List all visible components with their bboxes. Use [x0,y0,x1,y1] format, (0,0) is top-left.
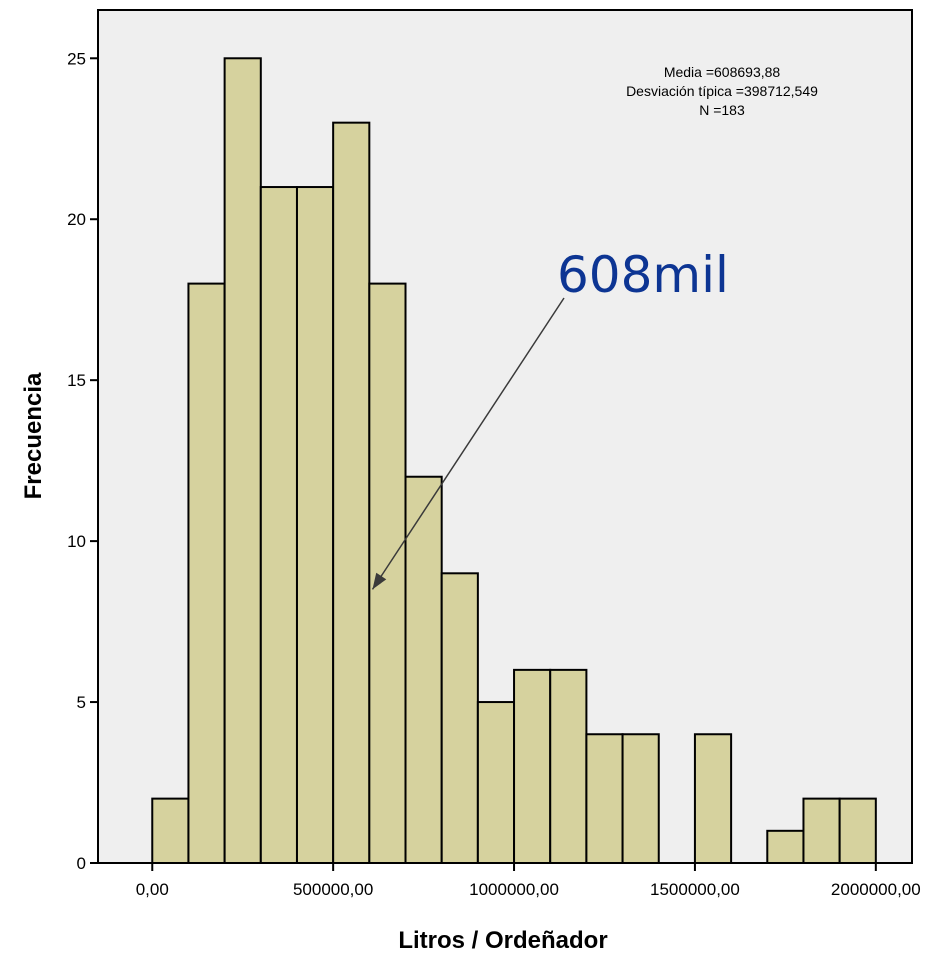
histogram-bar [259,186,298,865]
stats-line-std: Desviación típica =398712,549 [626,83,818,99]
histogram-bar [693,733,733,865]
stats-line-n: N =183 [699,102,745,118]
histogram-bar [332,121,371,864]
histogram-bar [368,282,407,864]
annotation-arrowhead [372,572,387,590]
histogram-bar [476,701,516,864]
y-tick-label: 5 [77,693,86,712]
y-axis-title: Frecuencia [20,372,47,499]
histogram-bar [621,733,660,865]
axes-group: 0 5 10 15 20 25 0,00 500000,00 1000000,00 1500000… [67,10,921,899]
x-axis-title: Litros / Ordeñador [398,927,607,953]
annotation: 608mil [371,246,729,590]
histogram-bar [585,733,624,865]
x-tick-label: 0,00 [136,880,169,899]
x-tick-label: 2000000,00 [831,880,921,899]
x-tick-label: 500000,00 [293,880,373,899]
x-tick-label: 1500000,00 [650,880,740,899]
histogram-bar [440,572,479,864]
y-tick-label: 0 [77,854,86,873]
x-tick-label: 1000000,00 [469,880,559,899]
histogram-bar [295,186,335,865]
histogram-bar [549,668,588,864]
y-tick-label: 20 [67,210,86,229]
histogram-bar [187,282,226,864]
histogram-bar [766,829,805,865]
bars-group [151,57,877,865]
stats-box: Media =608693,88 Desviación típica =3987… [626,64,818,118]
stats-line-mean: Media =608693,88 [664,64,781,80]
histogram-bar [404,475,443,864]
y-tick-label: 10 [67,532,86,551]
histogram-bar [513,668,552,864]
histogram-bar [838,797,877,864]
histogram-bar [223,57,262,864]
annotation-label: 608mil [557,246,729,304]
y-tick-label: 25 [67,49,86,68]
histogram-bar [802,797,841,864]
annotation-arrow [371,297,565,590]
histogram-bar [151,797,190,864]
y-tick-label: 15 [67,371,86,390]
